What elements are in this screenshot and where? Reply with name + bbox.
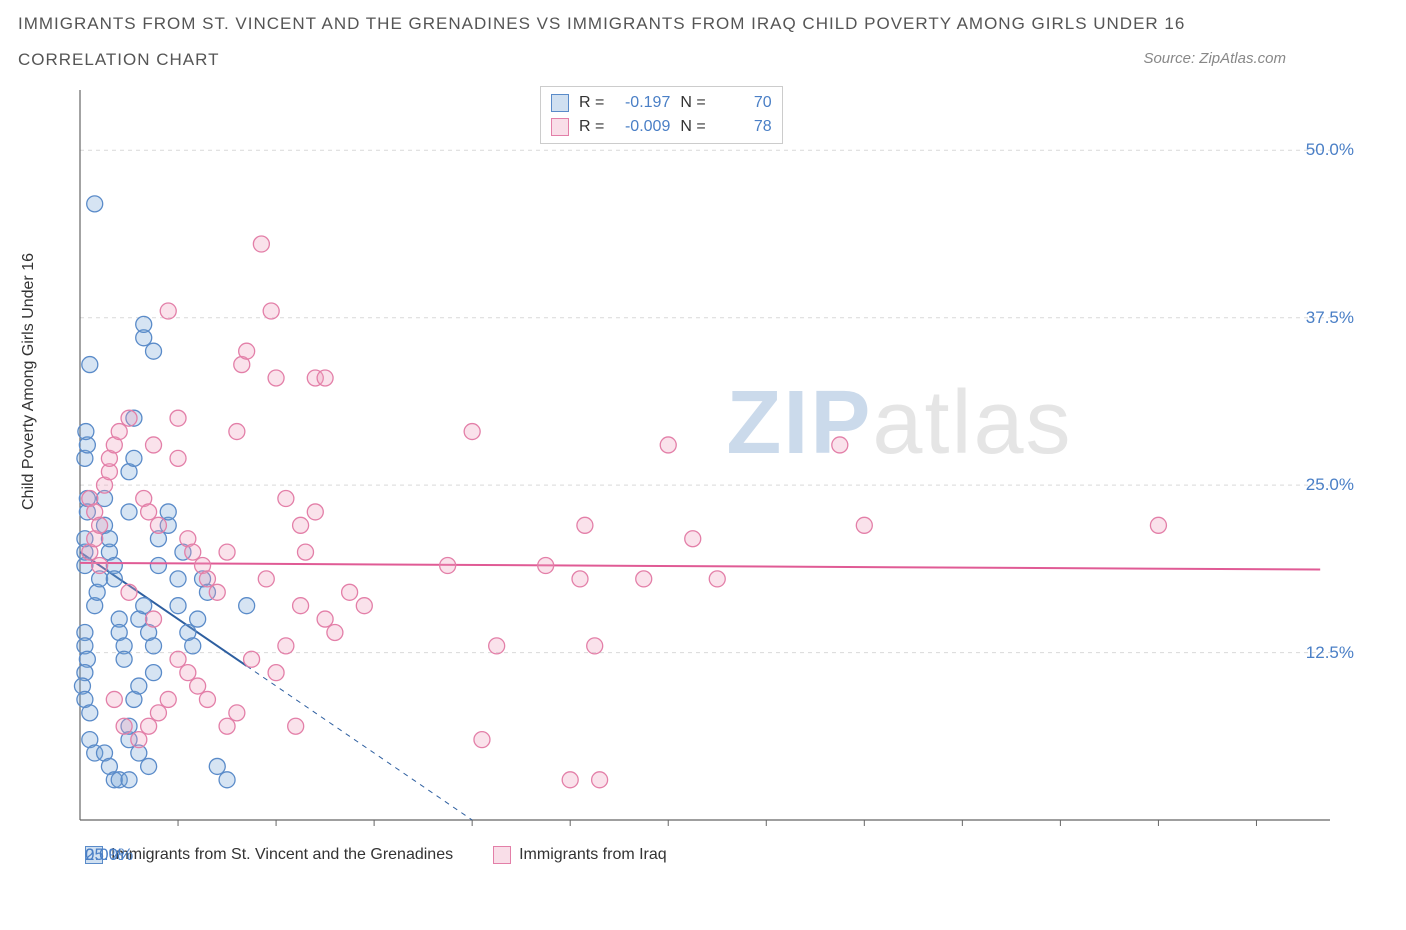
stats-row-2: R = -0.009 N = 78 [551,115,772,139]
page-subtitle: CORRELATION CHART [18,50,220,70]
page-title: IMMIGRANTS FROM ST. VINCENT AND THE GREN… [18,14,1406,34]
stats-row-1: R = -0.197 N = 70 [551,91,772,115]
r-value: -0.197 [614,94,670,112]
y-axis-label: Child Poverty Among Girls Under 16 [20,253,38,510]
correlation-chart: Child Poverty Among Girls Under 16 ZIPat… [40,80,1360,870]
n-value: 78 [716,118,772,136]
legend-label: Immigrants from St. Vincent and the Gren… [111,846,453,864]
stats-legend: R = -0.197 N = 70 R = -0.009 N = 78 [540,86,783,144]
r-value: -0.009 [614,118,670,136]
swatch-pink-icon [551,118,569,136]
y-tick-label: 37.5% [1306,308,1354,328]
legend-item-2: Immigrants from Iraq [493,846,667,864]
x-max-label: 25.0% [85,845,133,865]
swatch-pink-icon [493,846,511,864]
n-value: 70 [716,94,772,112]
r-label: R = [579,94,604,112]
source-label: Source: ZipAtlas.com [1143,50,1286,67]
bottom-legend: 0.0% Immigrants from St. Vincent and the… [85,840,1330,870]
swatch-blue-icon [551,94,569,112]
legend-label: Immigrants from Iraq [519,846,667,864]
legend-item-1: Immigrants from St. Vincent and the Gren… [85,846,453,864]
n-label: N = [680,94,705,112]
y-tick-label: 25.0% [1306,475,1354,495]
n-label: N = [680,118,705,136]
r-label: R = [579,118,604,136]
plot-area [40,80,1360,870]
y-tick-label: 12.5% [1306,643,1354,663]
y-tick-label: 50.0% [1306,140,1354,160]
